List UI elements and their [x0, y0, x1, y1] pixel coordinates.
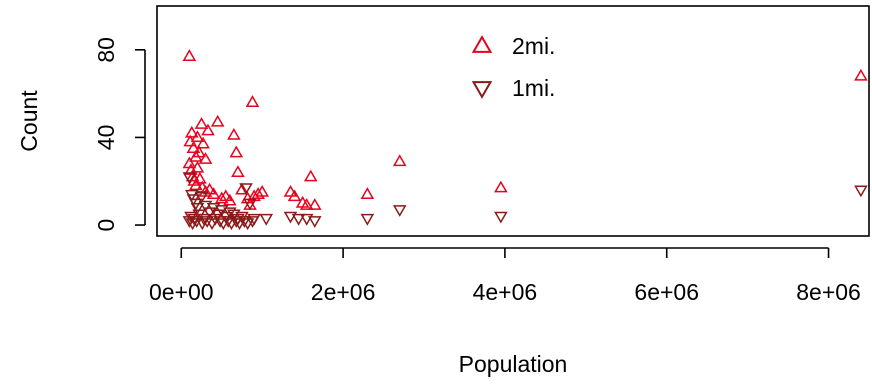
data-point: [206, 187, 221, 199]
data-point: [210, 114, 225, 127]
y-tick-label: 0: [93, 219, 119, 232]
data-point: [245, 95, 260, 107]
data-point: [192, 145, 206, 158]
data-point: [189, 178, 203, 191]
legend-label: 2mi.: [512, 33, 555, 59]
data-point: [190, 130, 205, 142]
data-point: [295, 195, 310, 208]
data-point: [198, 152, 213, 164]
x-tick-label: 6e+06: [634, 279, 699, 305]
data-point: [182, 172, 197, 185]
y-tick-label: 80: [93, 37, 119, 63]
data-point: [360, 187, 375, 199]
data-point: [221, 216, 235, 228]
data-point: [494, 211, 508, 224]
data-point: [227, 128, 241, 140]
series-triangle-down: [182, 172, 868, 231]
data-point: [299, 198, 314, 210]
data-point: [185, 169, 200, 182]
x-tick-label: 4e+06: [473, 279, 538, 305]
data-point: [231, 165, 245, 178]
y-tick-label: 40: [93, 125, 119, 151]
data-point: [854, 68, 868, 81]
data-point: [200, 216, 214, 228]
data-point: [193, 171, 207, 184]
data-points: [182, 49, 868, 231]
data-point: [303, 169, 318, 182]
data-point: [214, 205, 229, 217]
y-axis: 0 40 80: [93, 37, 146, 232]
data-point: [202, 207, 217, 220]
data-point: [214, 191, 229, 204]
x-axis-label: Population: [459, 351, 568, 377]
data-point: [229, 145, 244, 158]
data-point: [239, 183, 253, 196]
data-point: [194, 117, 209, 129]
data-point: [184, 125, 199, 138]
data-point: [259, 213, 274, 226]
data-point: [201, 123, 215, 136]
data-point: [196, 136, 210, 149]
data-point: [190, 160, 205, 173]
data-point: [237, 216, 252, 228]
data-point: [182, 49, 197, 61]
x-tick-label: 8e+06: [796, 279, 861, 305]
data-point: [198, 200, 213, 213]
data-point: [307, 198, 322, 210]
data-point: [245, 216, 260, 228]
data-point: [213, 216, 227, 228]
x-axis: 0e+00 2e+06 4e+06 6e+06 8e+06: [149, 247, 861, 305]
x-tick-label: 2e+06: [311, 279, 376, 305]
data-point: [291, 213, 306, 226]
data-point: [223, 193, 237, 206]
legend: 2mi. 1mi.: [471, 33, 555, 101]
data-point: [190, 202, 205, 215]
data-point: [202, 182, 217, 195]
data-point: [235, 182, 249, 195]
data-point: [194, 192, 209, 204]
data-point: [283, 211, 298, 224]
data-point: [360, 213, 375, 226]
data-point: [243, 198, 257, 211]
data-point: [307, 216, 322, 228]
x-tick-label: 0e+00: [149, 279, 214, 305]
data-point: [392, 205, 407, 217]
data-point: [392, 154, 407, 167]
data-point: [218, 189, 233, 202]
legend-label: 1mi.: [512, 75, 555, 101]
y-axis-label: Count: [16, 90, 42, 152]
data-point: [186, 141, 201, 153]
legend-marker: [471, 81, 493, 99]
plot-frame: [156, 5, 870, 237]
data-point: [206, 202, 221, 215]
data-point: [299, 213, 314, 226]
data-point: [494, 180, 508, 193]
data-point: [229, 216, 244, 228]
data-point: [854, 185, 868, 198]
legend-marker: [471, 35, 493, 53]
data-point: [223, 207, 237, 220]
data-point: [287, 189, 302, 202]
data-point: [283, 184, 298, 197]
data-point: [255, 184, 269, 197]
